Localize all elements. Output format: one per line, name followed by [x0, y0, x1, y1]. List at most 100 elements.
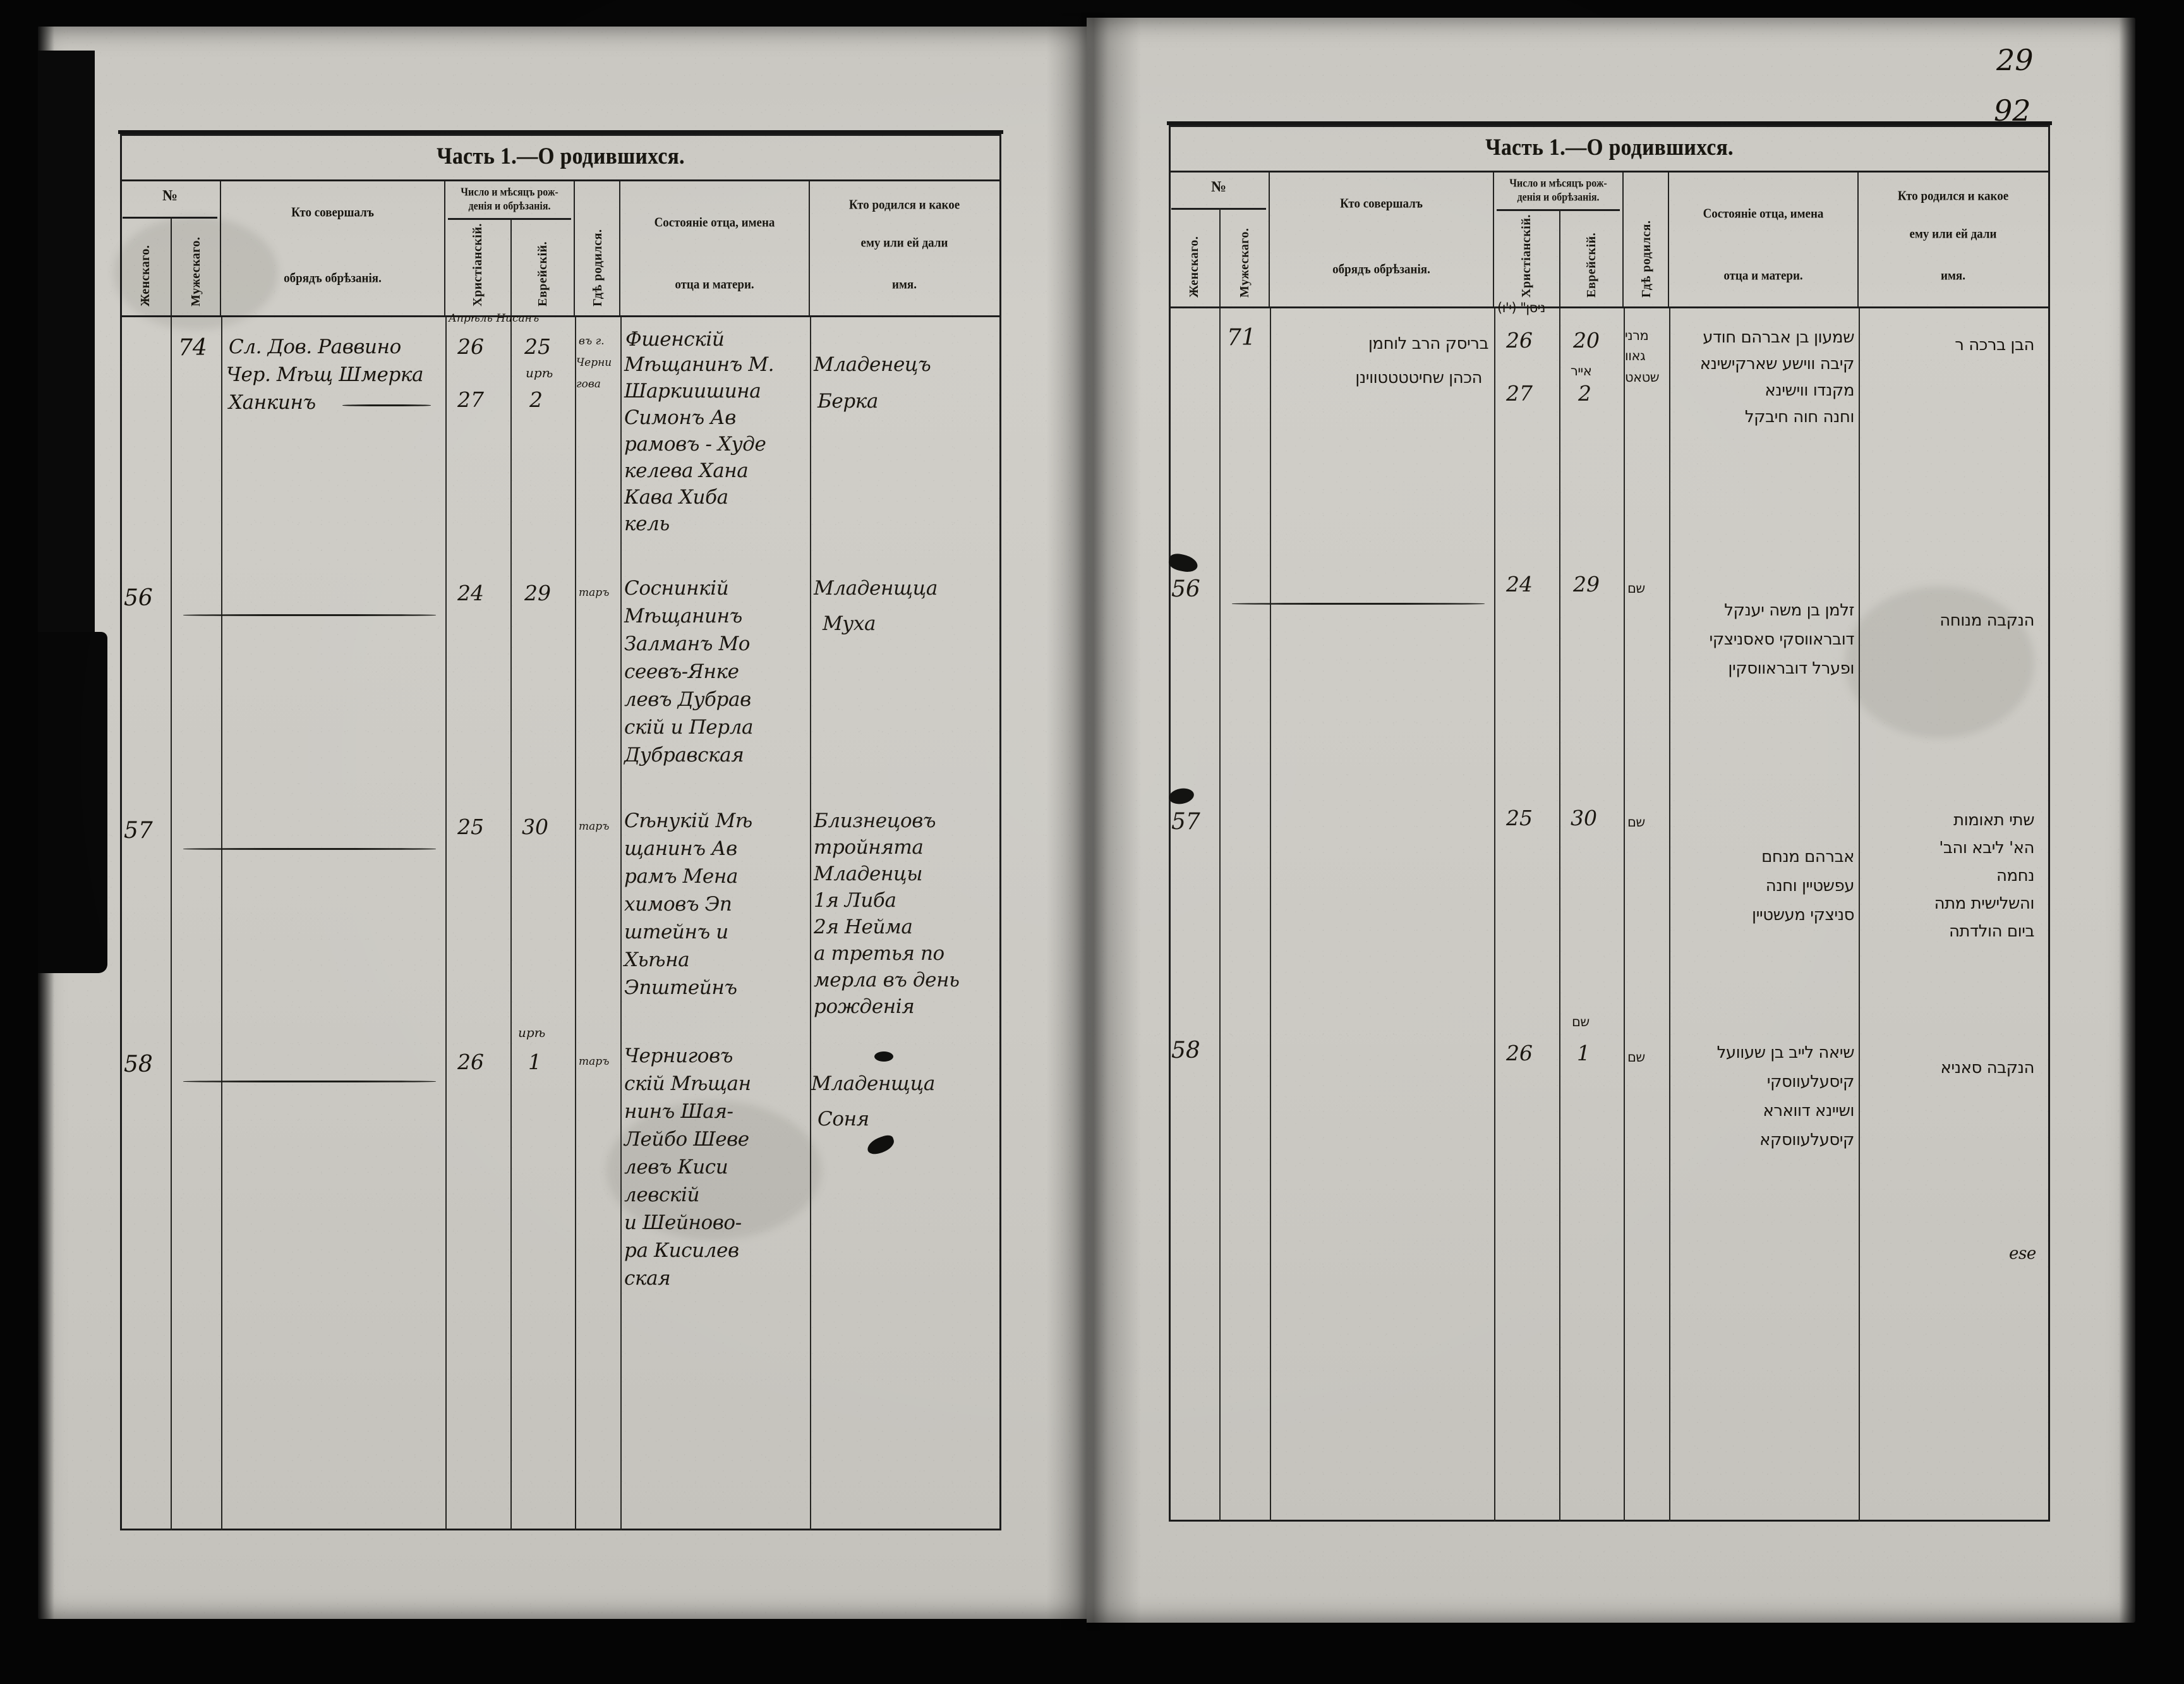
row-father-line: штейнъ и [624, 921, 728, 943]
row-father-line: Соснинкій [624, 577, 729, 600]
header-date-line1-right: Число и мѣсяцъ рож- [1509, 178, 1607, 190]
row-birthplace-line: מרני [1625, 328, 1649, 343]
row-father-line: щанинъ Ав [624, 837, 737, 860]
row-child-line: הבן ברכה ר [1955, 336, 2034, 354]
row-father-line: שיאה לייב בן שעוועל [1716, 1043, 1855, 1062]
col-rule [1669, 308, 1670, 1522]
header-date-subsep-right [1559, 209, 1560, 306]
row-child-line: тройнята [814, 836, 924, 859]
row-child-line: Близнецовъ [814, 809, 936, 832]
row-circumcision-jewish: 2 [529, 387, 543, 412]
folio-number-1: 29 [1996, 43, 2034, 77]
row-child-line: 1я Либа [814, 889, 896, 912]
row-father-line: скій Мѣщан [624, 1072, 751, 1095]
row-birthplace-line: גאוו [1625, 348, 1646, 363]
row-father-line: левъ Дубрав [624, 688, 751, 711]
row-number: 56 [124, 585, 153, 611]
header-officiant-line2-right: обрядъ обрѣзанія. [1332, 262, 1430, 277]
header-number-group-left: № Женскаго. Мужескаго. [120, 181, 221, 315]
row-jewish-date: 29 [1573, 572, 1600, 597]
header-number-divider-left [123, 217, 217, 219]
row-christian-date: 24 [457, 581, 484, 605]
row-dash [183, 614, 436, 616]
row-christian-date: 25 [1506, 806, 1533, 830]
header-number-divider-right [1171, 208, 1266, 210]
header-child-line2-right: ему или ей дали [1909, 226, 1997, 242]
row-officiant-line: בריסק הרב לוחמן [1368, 334, 1489, 353]
header-officiant-line1-right: Кто совершалъ [1340, 196, 1423, 212]
col-rule [1559, 308, 1560, 1522]
binding-clamp [38, 632, 107, 973]
row-child-line: שתי תאומות [1953, 811, 2034, 830]
row-child-line: мерла въ день [814, 969, 960, 991]
row-christian-date: 26 [1506, 1041, 1533, 1065]
row-birthplace-note: שם [1627, 1050, 1645, 1065]
row-father-line: Черниговъ [624, 1045, 733, 1067]
row-father-line: Сѣнукій Мѣ [624, 809, 752, 832]
row-child-line: Берка [817, 390, 878, 413]
form-title-band-left: Часть 1.—О родившихся. [120, 134, 1001, 181]
header-number-symbol-left: № [162, 188, 178, 204]
form-header-row-right: № Женскаго. Мужескаго. Кто совершалъ обр… [1169, 173, 2050, 308]
row-father-line: и Шейново- [624, 1211, 742, 1234]
margin-squiggle: ese [2009, 1244, 2036, 1263]
row-birthplace-line: въ г. [579, 335, 605, 348]
row-father-line: קיסעלעווסקי [1766, 1072, 1855, 1091]
header-date-group-right: Число и мѣсяцъ рож- денія и обрѣзанія. Х… [1494, 173, 1624, 306]
row-jewish-note: שם [1627, 815, 1645, 830]
row-birthplace-line: Черни [576, 356, 612, 369]
col-rule [221, 317, 222, 1530]
row-father-line: סניצקי מעשטיין [1752, 906, 1854, 924]
header-number-group-right: № Женскаго. Мужескаго. [1169, 173, 1270, 306]
header-child-line2-left: ему или ей дали [860, 235, 948, 251]
form-border-left [118, 130, 1003, 1530]
row-jewish-date: 29 [524, 581, 551, 605]
form-title-band-right: Часть 1.—О родившихся. [1169, 125, 2050, 173]
row-child-line: 2я Нейма [814, 916, 913, 938]
right-page-outer-edge [2119, 18, 2135, 1623]
row-father-line: Кава Хиба [624, 486, 728, 509]
header-date-line1-left: Число и мѣсяцъ рож- [461, 186, 558, 198]
book-spread: Часть 1.—О родившихся. № Женскаго. Мужес… [38, 13, 2135, 1630]
row-father-line: кель [624, 512, 670, 535]
row-father-line: нинъ Шая- [624, 1100, 733, 1123]
row-jewish-note: אייר [1571, 363, 1592, 379]
row-father-line: דובראווסקי סאסניצקי [1709, 630, 1855, 649]
header-number-symbol-right: № [1210, 179, 1227, 195]
row-child-line: а третья по [814, 942, 944, 965]
row-dash [342, 404, 431, 406]
form-title-left: Часть 1.—О родившихся. [437, 143, 685, 169]
col-rule [575, 317, 576, 1530]
row-number: 58 [1171, 1038, 1200, 1063]
col-rule [1859, 308, 1860, 1522]
header-number-subsep-right [1219, 208, 1221, 306]
row-father-line: מקנדו ווישינא [1765, 381, 1854, 400]
row-birthplace-line: таръ [579, 586, 610, 599]
row-father-line: אברהם מנחם [1761, 847, 1854, 866]
col-rule [171, 317, 172, 1530]
header-father-line1-left: Состояніе отца, имена [654, 215, 775, 231]
row-father-line: Фшенскій [625, 328, 725, 351]
row-father-line: Залманъ Мо [624, 633, 751, 655]
row-number: 57 [1171, 809, 1200, 835]
row-officiant-line: Чер. Мѣщ Шмерка [226, 363, 424, 386]
form-title-right: Часть 1.—О родившихся. [1485, 135, 1734, 161]
row-father-line: скій и Перла [624, 716, 754, 739]
row-father-line: химовъ Эп [624, 893, 732, 916]
right-col-header-overflow: ניסן" (י'ו) [1497, 300, 1545, 315]
row-christian-date: 25 [457, 815, 484, 839]
row-father-line: Мѣщанинъ [624, 605, 742, 627]
form-body-left [120, 317, 1001, 1530]
header-date-line2-right: денія и обрѣзанія. [1517, 191, 1600, 203]
row-child-line: נחמה [1996, 866, 2035, 885]
row-father-line: קיסעלעווסקא [1759, 1130, 1854, 1149]
header-father-line2-right: отца и матери. [1723, 268, 1803, 284]
row-birthplace-line: שטאט [1625, 370, 1660, 385]
col-rule [620, 317, 622, 1530]
right-printed-form: Часть 1.—О родившихся. № Женскаго. Мужес… [1167, 121, 2052, 1522]
row-circumcision-christian: 27 [457, 387, 484, 412]
row-christian-date: 26 [1506, 328, 1533, 353]
row-father-line: левскій [624, 1184, 700, 1206]
row-birthplace-line: таръ [579, 1055, 610, 1068]
